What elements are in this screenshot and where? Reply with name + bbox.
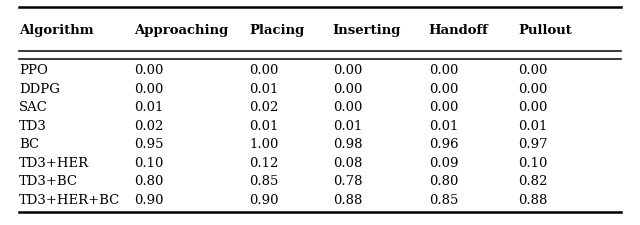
Text: SAC: SAC (19, 101, 48, 114)
Text: 0.80: 0.80 (429, 175, 458, 188)
Text: 0.00: 0.00 (518, 64, 548, 77)
Text: 0.12: 0.12 (250, 157, 279, 170)
Text: 0.90: 0.90 (250, 194, 279, 207)
Text: 0.00: 0.00 (333, 64, 362, 77)
Text: 0.01: 0.01 (250, 120, 279, 133)
Text: 0.00: 0.00 (518, 83, 548, 96)
Text: 0.00: 0.00 (250, 64, 279, 77)
Text: 0.08: 0.08 (333, 157, 362, 170)
Text: 0.10: 0.10 (134, 157, 164, 170)
Text: PPO: PPO (19, 64, 48, 77)
Text: Placing: Placing (250, 24, 305, 37)
Text: 0.00: 0.00 (333, 83, 362, 96)
Text: 0.96: 0.96 (429, 138, 458, 151)
Text: 0.00: 0.00 (429, 64, 458, 77)
Text: 0.01: 0.01 (250, 83, 279, 96)
Text: 0.82: 0.82 (518, 175, 548, 188)
Text: 0.02: 0.02 (134, 120, 164, 133)
Text: 0.09: 0.09 (429, 157, 458, 170)
Text: 0.85: 0.85 (250, 175, 279, 188)
Text: Algorithm: Algorithm (19, 24, 94, 37)
Text: TD3: TD3 (19, 120, 47, 133)
Text: DDPG: DDPG (19, 83, 60, 96)
Text: 0.00: 0.00 (134, 83, 164, 96)
Text: TD3+BC: TD3+BC (19, 175, 78, 188)
Text: 0.90: 0.90 (134, 194, 164, 207)
Text: 0.01: 0.01 (134, 101, 164, 114)
Text: 0.98: 0.98 (333, 138, 362, 151)
Text: 0.95: 0.95 (134, 138, 164, 151)
Text: 0.00: 0.00 (134, 64, 164, 77)
Text: BC: BC (19, 138, 39, 151)
Text: Approaching: Approaching (134, 24, 228, 37)
Text: 0.01: 0.01 (333, 120, 362, 133)
Text: 0.85: 0.85 (429, 194, 458, 207)
Text: 0.01: 0.01 (429, 120, 458, 133)
Text: TD3+HER: TD3+HER (19, 157, 90, 170)
Text: Handoff: Handoff (429, 24, 488, 37)
Text: 0.02: 0.02 (250, 101, 279, 114)
Text: 0.01: 0.01 (518, 120, 548, 133)
Text: 0.00: 0.00 (518, 101, 548, 114)
Text: 0.88: 0.88 (333, 194, 362, 207)
Text: Inserting: Inserting (333, 24, 401, 37)
Text: 0.00: 0.00 (429, 101, 458, 114)
Text: TD3+HER+BC: TD3+HER+BC (19, 194, 120, 207)
Text: 0.97: 0.97 (518, 138, 548, 151)
Text: Pullout: Pullout (518, 24, 572, 37)
Text: 0.80: 0.80 (134, 175, 164, 188)
Text: 0.00: 0.00 (333, 101, 362, 114)
Text: 0.10: 0.10 (518, 157, 548, 170)
Text: 0.88: 0.88 (518, 194, 548, 207)
Text: 0.00: 0.00 (429, 83, 458, 96)
Text: 1.00: 1.00 (250, 138, 279, 151)
Text: 0.78: 0.78 (333, 175, 362, 188)
